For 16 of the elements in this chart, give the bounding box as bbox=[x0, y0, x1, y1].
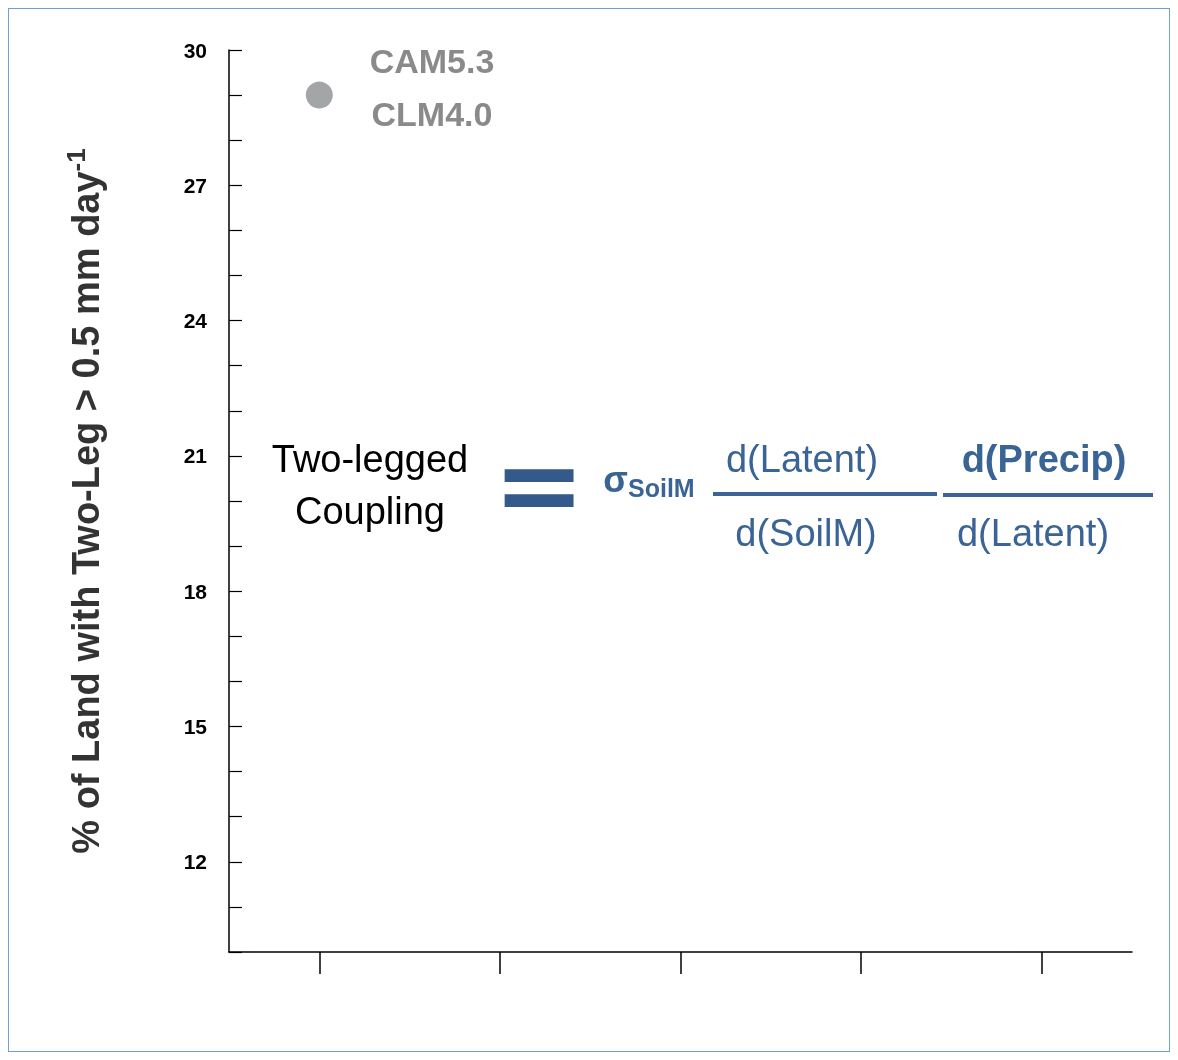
y-tick-label: 24 bbox=[183, 309, 208, 333]
annotation: = bbox=[492, 421, 586, 549]
annotation: d(Precip) bbox=[961, 438, 1127, 480]
annotation: CAM5.3 bbox=[369, 42, 495, 80]
annotation: d(Latent) bbox=[725, 438, 879, 480]
y-tick-label: 27 bbox=[183, 173, 207, 197]
y-tick-label: 21 bbox=[183, 444, 208, 468]
annotation: CLM4.0 bbox=[371, 95, 493, 133]
annotation: d(SoilM) bbox=[735, 512, 877, 554]
annotation: d(Latent) bbox=[956, 512, 1110, 554]
y-tick-label: 18 bbox=[183, 579, 208, 603]
y-tick-label: 30 bbox=[183, 38, 207, 62]
y-axis-title: % of Land with Two-Leg > 0.5 mm day-1 bbox=[61, 148, 107, 854]
y-tick-label: 12 bbox=[183, 850, 207, 874]
annotation: Two-legged Coupling bbox=[271, 438, 469, 532]
y-tick-label: 15 bbox=[183, 715, 208, 738]
